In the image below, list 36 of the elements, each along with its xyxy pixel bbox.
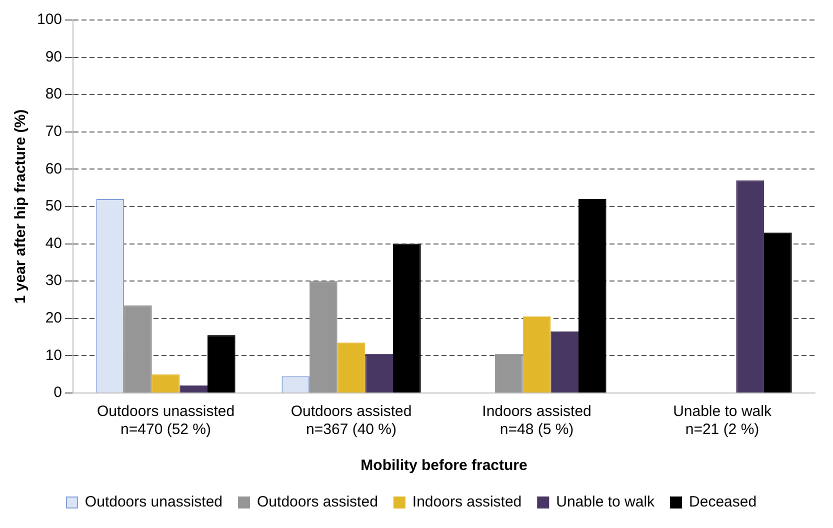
bar bbox=[365, 354, 394, 392]
bar bbox=[550, 331, 578, 392]
x-tick-label: Unable to walk n=21 (2 %) bbox=[673, 403, 772, 438]
y-axis-title: 1 year after hip fracture (%) bbox=[12, 109, 30, 304]
bar bbox=[736, 180, 764, 392]
y-tick-label: 100 bbox=[36, 11, 62, 28]
y-tick-label: 90 bbox=[45, 48, 62, 66]
y-tick-label: 50 bbox=[45, 198, 62, 215]
legend-label: Deceased bbox=[689, 494, 757, 511]
x-tick-label: Outdoors assisted n=367 (40 %) bbox=[290, 403, 412, 438]
legend-label: Indoors assisted bbox=[412, 494, 522, 511]
legend-label: Outdoors unassisted bbox=[84, 494, 223, 511]
y-tick-label: 0 bbox=[54, 384, 62, 402]
bar bbox=[152, 374, 180, 392]
bar bbox=[764, 232, 792, 392]
x-tick-label: Indoors assisted n=48 (5 %) bbox=[482, 403, 592, 438]
y-tick-label: 20 bbox=[45, 310, 62, 327]
legend-label: Outdoors assisted bbox=[257, 494, 378, 511]
bar bbox=[578, 199, 606, 392]
bar bbox=[337, 342, 366, 392]
y-tick-label: 40 bbox=[45, 234, 62, 252]
bar bbox=[180, 386, 208, 392]
bar bbox=[495, 354, 523, 392]
x-axis-title: Mobility before fracture bbox=[360, 457, 528, 474]
y-tick-label: 80 bbox=[45, 86, 62, 103]
bar bbox=[208, 335, 236, 392]
bar bbox=[393, 244, 421, 392]
y-tick-label: 10 bbox=[45, 346, 62, 364]
y-tick-label: 70 bbox=[45, 123, 62, 140]
bar bbox=[124, 305, 152, 392]
y-tick-label: 30 bbox=[45, 272, 62, 290]
x-tick-label: Outdoors unassisted n=470 (52 %) bbox=[96, 403, 235, 438]
bar bbox=[522, 316, 551, 392]
bar bbox=[310, 281, 338, 392]
y-tick-label: 60 bbox=[45, 160, 62, 178]
legend-label: Unable to walk bbox=[556, 494, 656, 511]
